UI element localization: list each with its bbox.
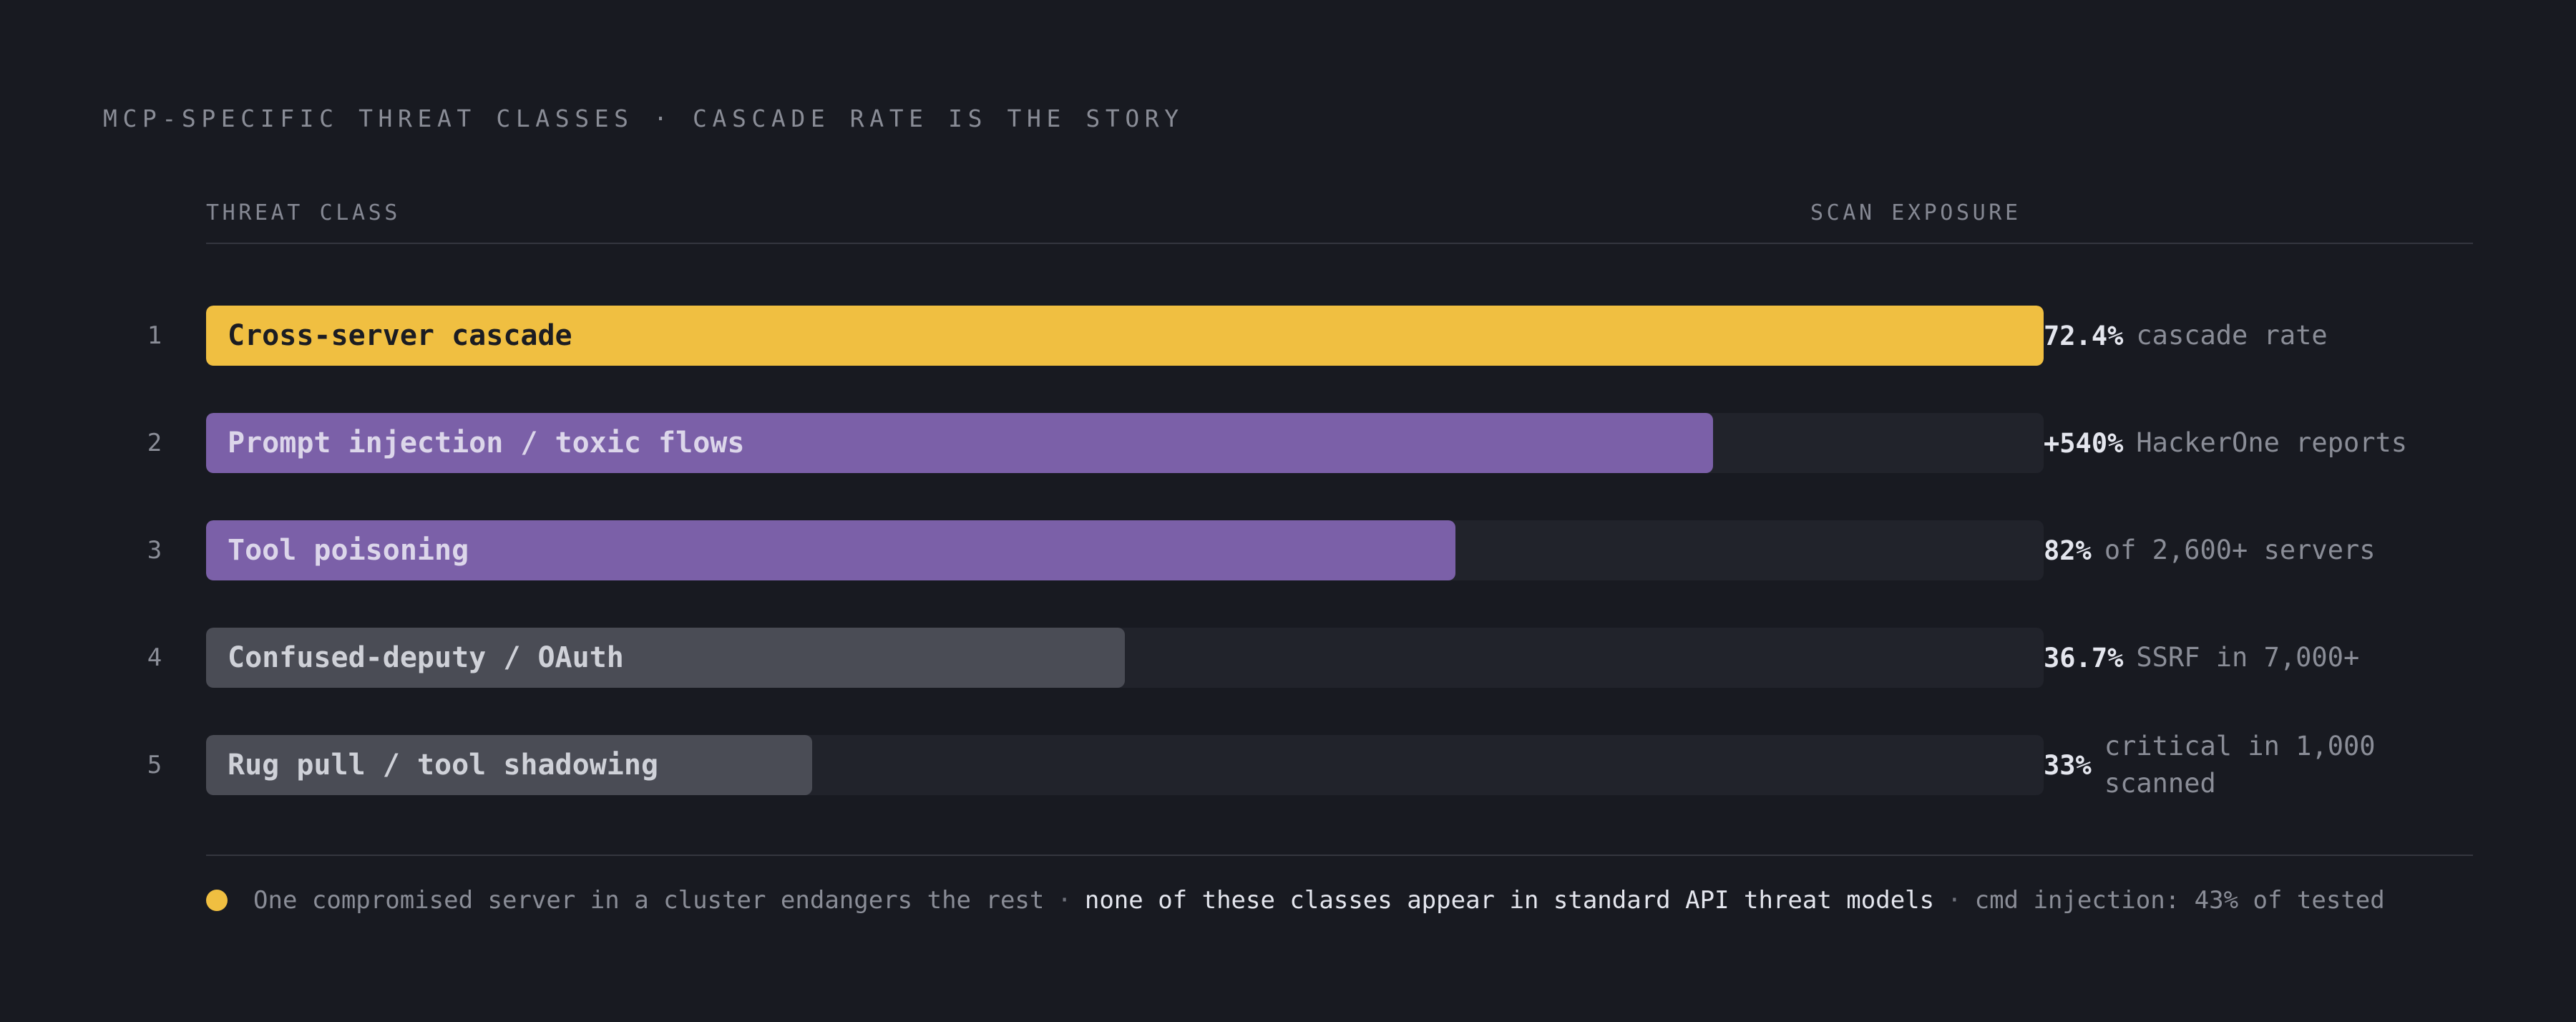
header-divider bbox=[206, 243, 2473, 244]
bar-fill bbox=[206, 735, 812, 795]
footnote-part-c: cmd injection: 43% of tested bbox=[1974, 886, 2385, 915]
bar-fill bbox=[206, 520, 1455, 580]
value-description: cascade rate bbox=[2136, 320, 2328, 351]
value-description: critical in 1,000 scanned bbox=[2104, 731, 2376, 799]
value-label-group: 72.4% cascade rate bbox=[2044, 306, 2328, 366]
rank-number: 2 bbox=[147, 429, 162, 457]
chart-kicker-title: MCP-SPECIFIC THREAT CLASSES · CASCADE RA… bbox=[103, 104, 1184, 132]
rank-number: 5 bbox=[147, 751, 162, 779]
value-label-group: 82% of 2,600+ servers bbox=[2044, 520, 2376, 580]
value-label-group: +540% HackerOne reports bbox=[2044, 413, 2407, 473]
value-number: 82% bbox=[2044, 535, 2092, 566]
bar-row: 5 Rug pull / tool shadowing 33% critical in… bbox=[0, 731, 2576, 799]
bar-category-label: Rug pull / tool shadowing bbox=[228, 749, 659, 782]
bar-track: Prompt injection / toxic flows bbox=[206, 413, 2044, 473]
footer-divider bbox=[206, 855, 2473, 856]
bar-category-label: Prompt injection / toxic flows bbox=[228, 427, 745, 459]
value-number: 36.7% bbox=[2044, 642, 2124, 673]
value-description: of 2,600+ servers bbox=[2104, 535, 2376, 565]
accent-dot-icon bbox=[206, 890, 228, 911]
value-label-group: 36.7% SSRF in 7,000+ bbox=[2044, 628, 2359, 688]
bar-track: Confused-deputy / OAuth bbox=[206, 628, 2044, 688]
value-number: +540% bbox=[2044, 427, 2124, 459]
bar-fill bbox=[206, 306, 2044, 366]
value-label-group: 33% critical in 1,000 scanned bbox=[2044, 731, 2419, 799]
bar-track: Cross-server cascade bbox=[206, 306, 2044, 366]
bar-row: 1 Cross-server cascade 72.4% cascade rate bbox=[0, 306, 2576, 366]
bar-track: Tool poisoning bbox=[206, 520, 2044, 580]
value-number: 72.4% bbox=[2044, 320, 2124, 351]
bar-row: 2 Prompt injection / toxic flows +540% Hack… bbox=[0, 413, 2576, 473]
footnote-part-a: One compromised server in a cluster enda… bbox=[253, 886, 1045, 915]
bar-row: 3 Tool poisoning 82% of 2,600+ servers bbox=[0, 520, 2576, 580]
footnote: One compromised server in a cluster enda… bbox=[206, 885, 2385, 916]
value-description: SSRF in 7,000+ bbox=[2136, 642, 2360, 673]
bar-fill bbox=[206, 413, 1713, 473]
bar-category-label: Cross-server cascade bbox=[228, 319, 572, 352]
bar-track: Rug pull / tool shadowing bbox=[206, 735, 2044, 795]
footnote-separator: · bbox=[1947, 886, 1962, 915]
bar-fill bbox=[206, 628, 1125, 688]
column-header-scan-exposure: SCAN EXPOSURE bbox=[1810, 200, 2021, 225]
rank-number: 1 bbox=[147, 321, 162, 350]
bar-category-label: Tool poisoning bbox=[228, 534, 469, 567]
rank-number: 4 bbox=[147, 643, 162, 672]
rank-number: 3 bbox=[147, 536, 162, 565]
bar-row: 4 Confused-deputy / OAuth 36.7% SSRF in 7,0… bbox=[0, 628, 2576, 688]
bar-category-label: Confused-deputy / OAuth bbox=[228, 641, 624, 674]
footnote-separator: · bbox=[1057, 886, 1072, 915]
footnote-part-b: none of these classes appear in standard… bbox=[1084, 886, 1935, 915]
value-description: HackerOne reports bbox=[2136, 427, 2408, 458]
value-number: 33% bbox=[2044, 749, 2092, 781]
column-header-threat-class: THREAT CLASS bbox=[206, 200, 401, 225]
